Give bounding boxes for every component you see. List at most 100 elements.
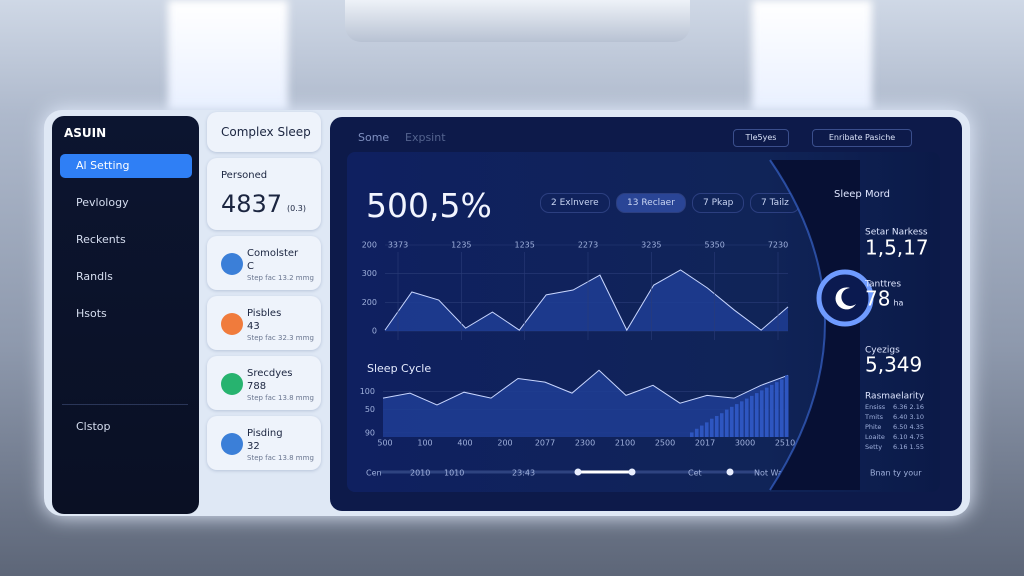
metric-detail: Step fac 13.2 mmg [247,274,314,282]
x-label: 2273 [578,241,598,250]
glow-arc [770,160,860,490]
bar [750,395,754,437]
table-cell: 6.36 2.16 [893,403,924,411]
stat-label: Tanttres [864,280,901,290]
table-title: Rasmaelarity [865,392,925,402]
nav-item[interactable]: Hsots [76,307,107,320]
stat-value: 1,5,17 [865,236,929,260]
stat-label: Cyezigs [865,346,900,356]
sidebar: ASUIN Al Setting Pevlology Reckents Randls H… [52,116,199,514]
area-fill [385,269,788,331]
ceiling-panel [345,0,690,42]
breadcrumb: Some [358,131,390,144]
nav-item[interactable]: Randls [76,270,113,283]
breadcrumb: Expsint [405,131,446,144]
area-fill [383,370,788,437]
nav-item[interactable]: Reckents [76,233,126,246]
x-label: 200 [497,439,512,448]
y-tick-label: 50 [365,405,375,414]
x-label: 100 [417,439,432,448]
x-label: 2510 [775,439,795,448]
metric-icon [221,433,243,455]
table-cell: Phite [865,423,881,431]
pill[interactable]: 13 Reclaer [616,193,686,213]
metric-title: Pisding [247,428,283,439]
x-label: 1235 [514,241,534,250]
x-label: 3000 [735,439,755,448]
metric-title: Srecdyes [247,368,293,379]
x-label: 3235 [641,241,661,250]
metric-title: Comolster [247,248,299,259]
x-label: 400 [457,439,472,448]
x-label: 2500 [655,439,675,448]
metric-card[interactable]: Pisding 32 Step fac 13.8 mmg [207,416,321,470]
metric-icon [221,253,243,275]
metric-card[interactable]: Pisbles 43 Step fac 32.3 mmg [207,296,321,350]
bar [740,401,744,437]
x-label: 3373 [388,241,408,250]
x-label: 1235 [451,241,471,250]
bar [770,384,774,437]
slider-knob [726,468,734,476]
x-label: 5350 [704,241,724,250]
x-label: 2100 [615,439,635,448]
y-tick-label: 90 [365,428,375,437]
ceiling-light [168,0,288,110]
y-tick-label: 100 [360,387,375,396]
table-cell: 6.16 1.55 [893,443,924,451]
bar [715,415,719,437]
divider [62,404,188,405]
pill[interactable]: 2 Exlnvere [540,193,610,213]
x-label: 7230 [768,241,788,250]
table-cell: 6.40 3.10 [893,413,924,421]
metric-card[interactable]: Comolster C Step fac 13.2 mmg [207,236,321,290]
bar [700,425,704,437]
table-cell: 6.10 4.75 [893,433,924,441]
y-tick-label: 200 [362,241,377,250]
stat-unit: ha [893,299,903,308]
slider-knob [574,468,582,476]
metric-value: C [247,261,254,272]
header-button[interactable]: Enribate Pasiche [812,129,912,147]
metric-detail: Step fac 13.8 mmg [247,454,314,462]
nav-item[interactable]: Clstop [76,420,111,433]
table-cell: Tmits [864,413,884,421]
slider-label: Not Wad [754,469,788,478]
bar [780,379,784,437]
bar [705,422,709,437]
bar [775,382,779,437]
metric-detail: Step fac 13.8 mmg [247,394,314,402]
table-cell: 6.50 4.35 [893,423,924,431]
nav-item[interactable]: Pevlology [76,196,129,209]
summary-value: 4837 [221,190,283,218]
metric-icon [221,313,243,335]
bar [745,398,749,437]
chart-title: Sleep Cycle [367,362,431,375]
pill[interactable]: 7 Pkap [692,193,745,213]
stat-label: Setar Narkess [865,228,928,238]
glow-edge [769,159,826,491]
bar [725,409,729,437]
bar [720,413,724,437]
summary-card: Personed 4837 (0.3) [207,158,321,230]
table-cell: Setty [865,443,882,451]
bar [690,432,694,437]
bar [735,404,739,437]
moon-icon [835,287,856,310]
summary-label: Personed [221,170,268,181]
slider-label: Cen [366,469,382,478]
slider-label: 2010 [410,469,430,478]
header-button[interactable]: Tle5yes [733,129,789,147]
slider-hint: Bnan ty your [870,469,922,478]
brand: ASUIN [64,126,107,140]
ceiling-light [752,0,872,110]
metric-card[interactable]: Srecdyes 788 Step fac 13.8 mmg [207,356,321,410]
header-title: Complex Sleep [221,125,311,139]
nav-item[interactable]: Al Setting [60,154,192,178]
area-line [382,369,789,406]
sleep-list: Complex Sleep Personed 4837 (0.3) Comolster C… [207,112,323,512]
bar [730,406,734,437]
slider-label: 23:43 [512,469,535,478]
